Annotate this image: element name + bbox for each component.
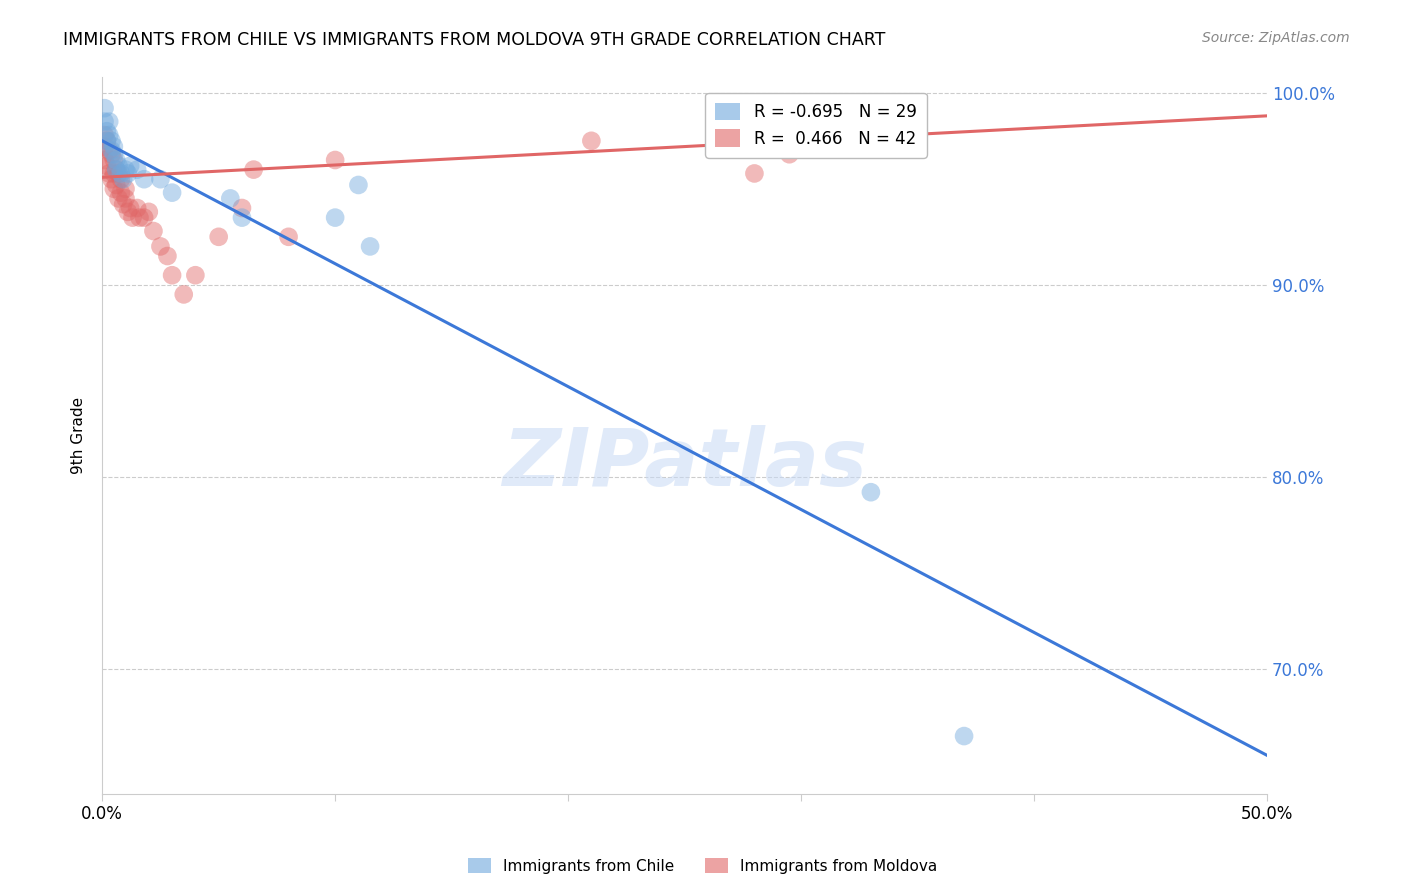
Point [160,268,183,283]
Legend: R = -0.695   N = 29, R =  0.466   N = 42: R = -0.695 N = 29, R = 0.466 N = 42 [706,93,927,158]
Point [103,166,125,180]
Point [103,147,125,161]
Point [231,201,253,215]
Point [778,147,800,161]
Point [100,134,122,148]
Point [127,162,149,177]
Point [173,287,195,301]
Point [103,182,125,196]
Point [93,101,115,115]
Point [277,229,299,244]
Point [96,159,118,173]
Point [142,224,165,238]
Point [100,144,122,158]
Point [134,172,156,186]
Point [105,153,128,167]
Point [110,166,132,180]
Point [242,162,264,177]
Point [107,166,129,180]
Point [359,239,381,253]
Point [96,124,118,138]
Point [117,166,139,180]
Point [120,201,142,215]
Point [93,114,115,128]
Point [93,139,115,153]
Point [184,268,207,283]
Point [160,186,183,200]
Point [120,159,142,173]
Point [323,153,346,167]
Point [105,162,128,177]
Point [107,159,129,173]
Point [103,139,125,153]
Point [156,249,179,263]
Point [93,128,115,142]
Text: IMMIGRANTS FROM CHILE VS IMMIGRANTS FROM MOLDOVA 9TH GRADE CORRELATION CHART: IMMIGRANTS FROM CHILE VS IMMIGRANTS FROM… [63,31,886,49]
Point [347,178,370,192]
Point [231,211,253,225]
Point [98,166,121,180]
Point [112,172,135,186]
Point [96,134,118,148]
Point [138,205,160,219]
Point [105,162,128,177]
Point [859,485,882,500]
Point [112,197,135,211]
Point [110,186,132,200]
Point [100,172,122,186]
Point [117,205,139,219]
Point [127,201,149,215]
Y-axis label: 9th Grade: 9th Grade [72,397,86,475]
Legend: Immigrants from Chile, Immigrants from Moldova: Immigrants from Chile, Immigrants from M… [463,852,943,880]
Point [114,191,136,205]
Text: ZIPatlas: ZIPatlas [502,425,868,503]
Point [98,144,121,158]
Point [134,211,156,225]
Point [114,162,136,177]
Point [323,211,346,225]
Point [93,153,115,167]
Point [744,166,766,180]
Point [219,191,242,205]
Point [149,239,172,253]
Point [110,172,132,186]
Point [953,729,976,743]
Point [107,191,129,205]
Point [98,128,121,142]
Point [128,211,150,225]
Text: Source: ZipAtlas.com: Source: ZipAtlas.com [1202,31,1350,45]
Point [98,114,121,128]
Point [100,147,122,161]
Point [581,134,603,148]
Point [208,229,231,244]
Point [105,178,128,192]
Point [103,153,125,167]
Point [121,211,143,225]
Point [114,182,136,196]
Point [96,134,118,148]
Point [149,172,172,186]
